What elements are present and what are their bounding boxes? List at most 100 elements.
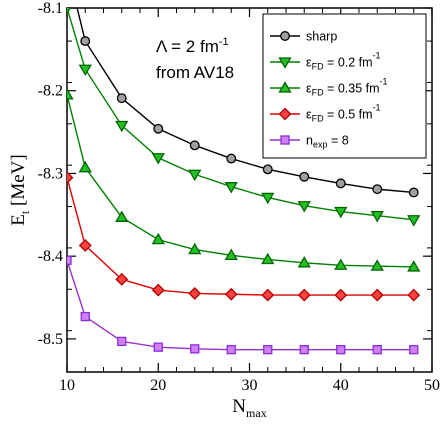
annotation-cutoff: Λ = 2 fm-1 <box>156 36 229 56</box>
data-point <box>67 255 72 265</box>
data-point <box>261 288 275 302</box>
data-point <box>297 288 311 302</box>
data-point <box>78 160 92 173</box>
legend-label-part: -1 <box>373 103 381 113</box>
data-point <box>261 252 275 265</box>
legend-item: εFD = 0.35 fm-1 <box>270 77 388 98</box>
y-tick-label: -8.3 <box>38 165 63 182</box>
legend-item: εFD = 0.5 fm-1 <box>270 103 381 124</box>
data-point <box>67 8 71 15</box>
data-point <box>116 93 127 104</box>
data-point <box>226 345 236 355</box>
data-point <box>151 283 165 297</box>
data-point <box>78 239 92 252</box>
data-point <box>409 345 419 355</box>
legend-label-part: -1 <box>380 77 388 87</box>
data-point <box>188 286 202 300</box>
y-tick-label: -8.5 <box>38 331 63 348</box>
data-point <box>188 242 202 255</box>
x-tick-label: 40 <box>333 377 349 394</box>
y-tick-label: -8.2 <box>38 83 63 100</box>
legend-label-part: FD <box>312 62 324 72</box>
data-point <box>335 178 346 189</box>
data-point <box>334 206 348 219</box>
data-point <box>153 342 163 352</box>
y-axis-title-sub: t <box>18 210 32 214</box>
legend-marker <box>280 135 290 145</box>
data-point <box>263 345 273 355</box>
legend-item: εFD = 0.2 fm-1 <box>270 51 381 72</box>
series-layer <box>67 8 421 355</box>
legend-label: εFD = 0.5 fm-1 <box>306 103 381 124</box>
data-point <box>370 259 384 271</box>
y-tick-label: -8.1 <box>38 0 63 17</box>
data-point <box>336 345 346 355</box>
data-point <box>115 272 129 286</box>
legend-label-part: exp <box>313 140 328 150</box>
y-axis-title-unit: [MeV] <box>8 154 29 210</box>
data-point <box>188 169 202 182</box>
legend-item: sharp <box>270 30 337 44</box>
data-point <box>334 288 348 302</box>
data-point <box>407 288 421 302</box>
data-point <box>297 201 311 213</box>
legend-label-part: = 0.2 fm <box>324 56 373 70</box>
data-point <box>372 345 382 355</box>
series-1 <box>76 8 419 198</box>
legend-marker <box>278 81 292 93</box>
data-point <box>334 258 348 270</box>
series-line <box>67 260 414 351</box>
legend-label-part: n <box>306 134 313 148</box>
y-axis-title-main: E <box>8 214 29 226</box>
data-point <box>372 184 383 195</box>
data-point <box>224 287 238 301</box>
series-4 <box>67 171 421 302</box>
x-tick-label: 30 <box>242 377 258 394</box>
axis-ticks: 10 20 30 40 50 -8.5 -8.4 -8.3 -8.2 -8.1 <box>38 0 440 394</box>
x-axis-title-sub: max <box>246 406 267 420</box>
data-point <box>80 311 90 322</box>
annotation-cutoff-main: Λ = 2 fm <box>156 37 219 56</box>
annotation-source: from AV18 <box>156 63 234 82</box>
legend-label-part: ε <box>306 108 312 122</box>
legend-marker <box>280 31 290 41</box>
legend-label-part: ε <box>306 82 312 96</box>
data-point <box>115 120 129 133</box>
legend-label-part: = 8 <box>327 134 348 148</box>
legend-label-part: sharp <box>306 30 337 44</box>
legend-label-part: FD <box>312 114 324 124</box>
data-point <box>299 171 310 182</box>
data-point <box>262 164 273 175</box>
legend-label: εFD = 0.35 fm-1 <box>306 77 388 98</box>
legend-label-part: FD <box>312 88 324 98</box>
legend-item: nexp = 8 <box>270 134 349 150</box>
series-2 <box>67 8 421 227</box>
legend-marker <box>278 107 292 121</box>
data-point <box>80 36 91 47</box>
data-point <box>370 288 384 302</box>
legend-label-part: -1 <box>373 51 381 61</box>
y-axis-title: Et [MeV] <box>8 154 32 225</box>
legend-label: εFD = 0.2 fm-1 <box>306 51 381 72</box>
x-tick-label: 20 <box>150 377 166 394</box>
data-point <box>261 192 275 205</box>
data-point <box>67 171 74 185</box>
legend-label: nexp = 8 <box>306 134 349 150</box>
data-point <box>153 123 164 134</box>
x-axis-title: Nmax <box>232 396 266 420</box>
data-point <box>408 187 419 198</box>
data-point <box>224 182 238 194</box>
data-point <box>224 248 238 261</box>
data-point <box>151 232 165 245</box>
data-point <box>226 153 237 164</box>
data-point <box>407 215 421 227</box>
series-3 <box>67 88 421 272</box>
y-tick-label: -8.4 <box>38 248 63 265</box>
data-point <box>78 64 92 77</box>
series-5 <box>67 255 419 355</box>
x-tick-label: 50 <box>424 377 440 394</box>
data-point <box>370 210 384 223</box>
